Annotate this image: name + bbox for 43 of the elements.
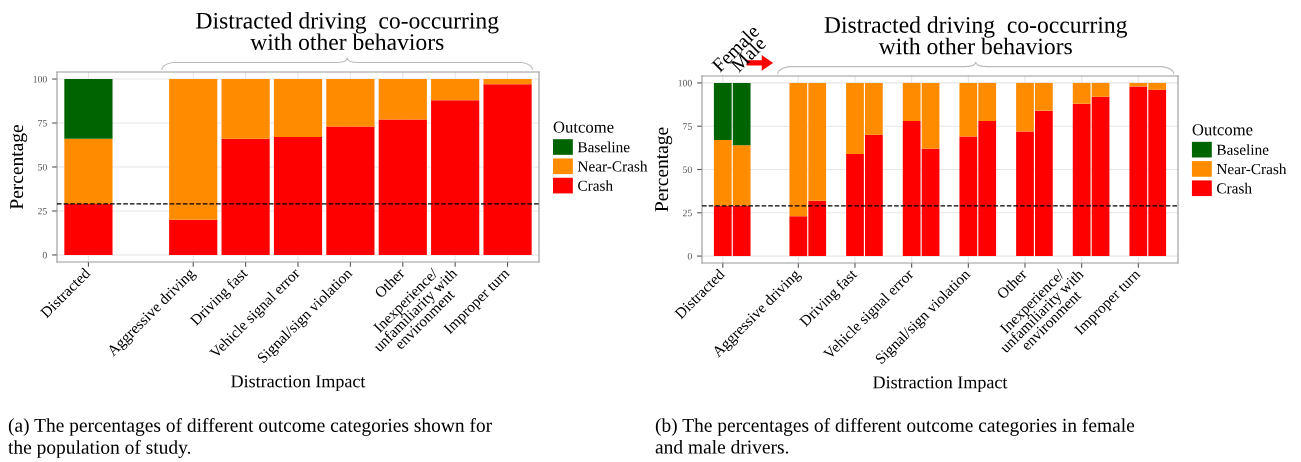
- legend-title: Outcome: [1192, 124, 1253, 136]
- y-tick-label: 75: [683, 123, 692, 130]
- text: (b) The percentages of different outcome categories in female and male drivers.: [655, 418, 1135, 454]
- y-tick-label: 75: [38, 120, 47, 127]
- y-tick-label: 100: [33, 75, 47, 83]
- bar: [431, 79, 480, 101]
- bar: [273, 137, 323, 255]
- legend-label: Near-Crash: [577, 160, 648, 172]
- legend-title: Outcome: [553, 121, 614, 133]
- y-tick-label: 100: [678, 79, 692, 87]
- y-tick-label: 25: [682, 209, 692, 217]
- bar: [431, 100, 480, 255]
- y-tick-label: 0: [687, 252, 692, 260]
- y-axis-title: Percentage: [10, 125, 28, 210]
- bar: [378, 119, 427, 255]
- bar: [483, 84, 532, 255]
- legend-label: Crash: [1217, 182, 1252, 194]
- bar: [483, 79, 532, 85]
- bar: [64, 138, 113, 204]
- bar: [378, 79, 427, 120]
- legend-label: Near-Crash: [1216, 163, 1287, 175]
- y-tick-label: 25: [37, 207, 47, 215]
- y-axis-title: Percentage: [655, 127, 673, 212]
- legend-label: Crash: [578, 180, 613, 191]
- bar: [326, 126, 375, 255]
- bar: [326, 79, 375, 127]
- bar: [64, 203, 113, 255]
- y-tick-label: 0: [42, 251, 47, 259]
- y-tick-label: 50: [38, 163, 47, 171]
- chart-title: Distracted driving co-occurring with other behaviors: [824, 16, 1128, 55]
- legend-label: Baseline: [577, 141, 630, 153]
- legend-label: Baseline: [1216, 144, 1269, 155]
- x-axis-title: Distraction Impact: [231, 375, 366, 392]
- bar: [221, 79, 270, 139]
- bar: [169, 219, 218, 255]
- x-axis-title: Distraction Impact: [873, 376, 1008, 393]
- y-tick-label: 50: [683, 166, 692, 173]
- bar: [169, 79, 218, 220]
- bar: [273, 79, 323, 138]
- bar: [64, 79, 113, 139]
- bar: [221, 138, 270, 255]
- text: (a) The percentages of different outcome categories shown for the population of study.: [8, 418, 492, 458]
- chart-title: Distracted driving co-occurring with other behaviors: [196, 12, 499, 51]
